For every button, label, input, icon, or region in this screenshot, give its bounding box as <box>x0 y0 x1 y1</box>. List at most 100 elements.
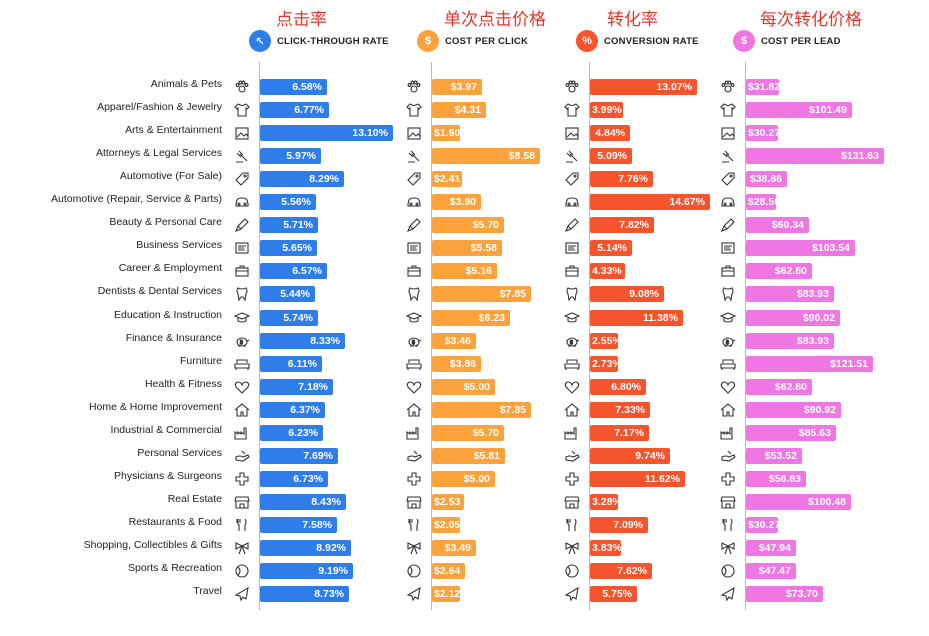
data-label: $101.49 <box>809 104 847 117</box>
data-label: 7.82% <box>619 219 649 232</box>
house-icon <box>719 401 737 419</box>
data-bar <box>432 355 481 372</box>
svg-text:$: $ <box>570 340 573 346</box>
category-label: Restaurants & Food <box>128 515 222 528</box>
data-label: $7.85 <box>499 288 526 301</box>
category-label: Attorneys & Legal Services <box>95 147 222 160</box>
data-bar <box>260 586 349 603</box>
data-label: $83.93 <box>796 334 829 347</box>
graduation-cap-icon <box>719 309 737 327</box>
data-label: 2.73% <box>592 357 622 370</box>
car-icon <box>563 193 581 211</box>
graduation-cap-icon <box>563 309 581 327</box>
data-label: $5.16 <box>465 265 492 278</box>
data-label: 3.83% <box>592 542 622 554</box>
data-bar <box>746 470 806 487</box>
sofa-icon <box>405 355 423 373</box>
data-bar <box>260 240 317 257</box>
category-label: Finance & Insurance <box>125 331 222 344</box>
data-bar <box>590 263 625 280</box>
data-bar <box>260 148 321 165</box>
data-bar <box>590 194 710 211</box>
storefront-icon <box>563 493 581 511</box>
data-label: 3.99% <box>592 104 622 117</box>
column-cn-title: 点击率 <box>276 10 327 30</box>
category-label: Shopping, Collectibles & Gifts <box>83 539 222 551</box>
briefcase-icon <box>719 262 737 280</box>
data-label: 8.33% <box>310 334 340 347</box>
data-label: $73.70 <box>785 588 818 601</box>
data-label: 9.08% <box>629 288 659 301</box>
data-bar <box>746 401 841 418</box>
data-bar <box>432 79 482 95</box>
heart-icon <box>563 378 581 396</box>
percent-icon: % <box>576 30 598 52</box>
graduation-cap-icon <box>405 309 423 327</box>
data-label: 7.69% <box>303 449 333 462</box>
data-label: 6.11% <box>287 357 317 370</box>
column-cn-title: 转化率 <box>607 10 658 30</box>
data-label: $83.93 <box>796 288 829 301</box>
data-label: $7.85 <box>499 403 526 416</box>
category-label: Furniture <box>179 354 222 367</box>
data-bar <box>432 516 460 533</box>
brush-icon <box>405 216 423 234</box>
car-icon <box>233 193 251 211</box>
data-bar <box>590 424 649 441</box>
data-bar <box>746 309 840 326</box>
hand-icon <box>233 447 251 465</box>
category-label: Apparel/Fashion & Jewelry <box>97 101 222 114</box>
svg-text:$: $ <box>412 340 415 346</box>
data-bar <box>746 217 809 234</box>
paw-icon <box>233 78 251 96</box>
tshirt-icon <box>233 101 251 119</box>
data-bar <box>590 378 646 395</box>
gavel-icon <box>719 147 737 165</box>
cursor-click-icon: ↖ <box>249 30 271 52</box>
category-label: Business Services <box>136 239 222 252</box>
category-label: Sports & Recreation <box>128 562 222 575</box>
factory-icon <box>233 424 251 442</box>
ball-icon <box>233 562 251 580</box>
data-bar <box>260 401 325 418</box>
data-label: 2.55% <box>592 334 622 347</box>
data-label: $31.82 <box>748 81 781 93</box>
picture-frame-icon <box>719 124 737 142</box>
medical-cross-icon <box>233 470 251 488</box>
data-label: 5.75% <box>602 588 632 601</box>
paw-icon <box>563 78 581 96</box>
data-label: $85.63 <box>798 426 831 439</box>
data-label: $5.58 <box>470 242 497 255</box>
factory-icon <box>719 424 737 442</box>
car-tag-icon <box>563 170 581 188</box>
data-bar <box>432 540 476 556</box>
tooth-icon <box>233 285 251 303</box>
data-label: 13.10% <box>352 127 388 140</box>
document-icon <box>719 239 737 257</box>
airplane-icon <box>233 585 251 603</box>
data-label: 7.76% <box>618 173 648 186</box>
gift-bow-icon <box>233 539 251 557</box>
piggy-bank-icon: $ <box>405 332 423 350</box>
column-header-label: CONVERSION RATE <box>604 35 699 47</box>
data-bar <box>590 332 618 349</box>
briefcase-icon <box>233 262 251 280</box>
data-bar <box>432 217 504 234</box>
data-label: $47.94 <box>758 542 791 554</box>
tshirt-icon <box>405 101 423 119</box>
piggy-bank-icon: $ <box>563 332 581 350</box>
data-label: 8.29% <box>309 173 339 186</box>
storefront-icon <box>405 493 423 511</box>
data-bar <box>260 355 322 372</box>
fork-knife-icon <box>719 516 737 534</box>
data-label: $6.23 <box>478 311 505 324</box>
data-bar <box>432 194 481 211</box>
category-label: Health & Fitness <box>144 377 222 390</box>
data-bar <box>746 171 787 188</box>
gift-bow-icon <box>405 539 423 557</box>
data-bar <box>432 240 502 257</box>
column-header: $ COST PER CLICK <box>417 29 528 53</box>
data-bar <box>590 401 650 418</box>
data-label: $131.63 <box>841 150 879 163</box>
